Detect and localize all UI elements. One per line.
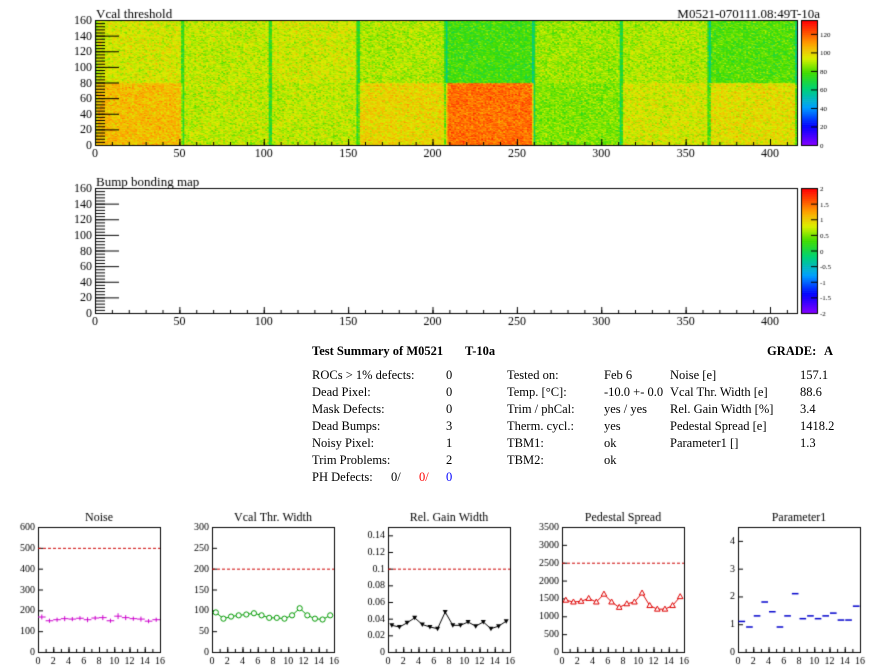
plots-canvas — [0, 0, 896, 672]
